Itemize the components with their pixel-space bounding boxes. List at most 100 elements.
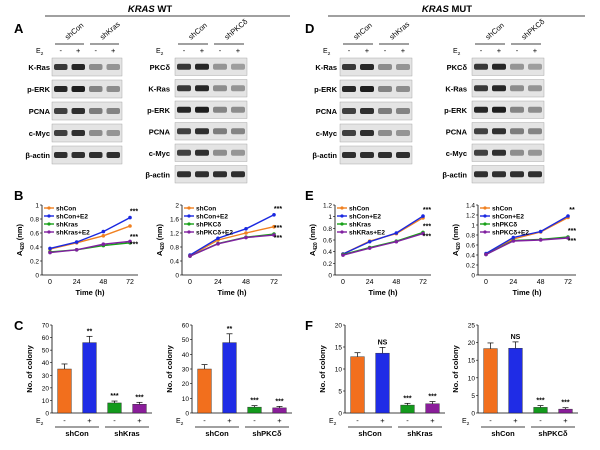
legend-label: shKras+E2 — [56, 230, 90, 237]
e2-sign: - — [489, 416, 492, 425]
data-point — [74, 240, 79, 244]
x-tick-label: 0 — [484, 279, 488, 286]
e2-sign: - — [384, 46, 387, 55]
blot-band — [396, 108, 410, 114]
y-tick-label: 0 — [471, 273, 475, 280]
legend-marker — [483, 206, 487, 210]
blot-band — [528, 149, 542, 156]
blot-band — [89, 64, 103, 70]
blot-row-label: PCNA — [29, 107, 51, 116]
bar — [107, 402, 122, 414]
blot-column-label: shKras — [388, 19, 412, 41]
legend-marker — [340, 206, 344, 210]
legend-label: shPKCδ+E2 — [492, 230, 529, 237]
legend-label: shKRas+E2 — [349, 230, 385, 237]
group-label: shCon — [491, 429, 515, 438]
blot-row-label: p-ERK — [314, 85, 337, 94]
e2-sign: - — [203, 416, 206, 425]
blot-band — [71, 64, 85, 70]
legend-label: shKras — [56, 222, 78, 229]
e2-sign: + — [236, 46, 241, 55]
title-mut-gene: KRAS — [422, 4, 450, 15]
significance-mark: *** — [130, 234, 138, 241]
e2-label: E2 — [156, 48, 164, 57]
data-point — [511, 235, 516, 240]
blot-membrane — [339, 101, 413, 121]
y-tick-label: 20 — [182, 381, 190, 388]
y-axis-label: A420 (nm) — [15, 223, 26, 256]
blot-band — [474, 106, 488, 113]
bar — [375, 352, 390, 414]
series-line — [189, 234, 275, 257]
blot-band — [528, 106, 542, 113]
blot-band — [342, 64, 356, 70]
bar — [222, 342, 237, 414]
significance-mark: *** — [536, 398, 544, 405]
blot-row-label: p-ERK — [444, 106, 467, 115]
blot-band — [378, 130, 392, 136]
blot-membrane — [51, 101, 123, 121]
blot-band — [177, 63, 191, 70]
data-point — [367, 246, 372, 250]
e2-sign: + — [401, 46, 406, 55]
data-point — [367, 239, 372, 244]
bar — [533, 407, 548, 414]
blot-band — [510, 85, 524, 92]
blot-band — [177, 128, 191, 135]
blot-column-label: shKras — [98, 19, 122, 41]
blot-band — [54, 152, 68, 158]
series-line — [49, 240, 131, 254]
y-tick-label: 1.2 — [466, 213, 475, 220]
blot-row-label: c-Myc — [316, 129, 337, 138]
group-label: shKras — [407, 429, 432, 438]
e2-sign: - — [219, 46, 222, 55]
legend-label: shCon+E2 — [492, 214, 524, 221]
series-line — [485, 215, 569, 255]
e2-sign: - — [356, 416, 359, 425]
data-point — [244, 235, 248, 240]
x-tick-label: 24 — [73, 279, 81, 286]
e2-sign: - — [183, 46, 186, 55]
legend-marker — [47, 206, 51, 210]
blot-band — [89, 108, 103, 114]
blot-row-label: PKCδ — [150, 63, 171, 72]
y-tick-label: 0.2 — [466, 263, 475, 270]
e2-sign: + — [497, 46, 502, 55]
bar — [247, 406, 262, 414]
blot-band — [106, 152, 120, 158]
blot-band — [492, 85, 506, 92]
e2-sign: + — [533, 46, 538, 55]
x-tick-label: 48 — [242, 279, 250, 286]
x-tick-label: 48 — [537, 279, 545, 286]
significance-mark: *** — [561, 400, 569, 407]
x-tick-label: 72 — [419, 279, 427, 286]
blot-membrane — [174, 122, 248, 141]
legend-marker — [187, 206, 191, 210]
blot-band — [474, 128, 488, 135]
blot-band — [510, 149, 524, 156]
y-tick-label: 0.4 — [466, 253, 475, 260]
legend-marker — [47, 214, 51, 218]
blot-band — [195, 149, 209, 156]
significance-mark: NS — [511, 334, 521, 341]
data-point — [48, 250, 52, 255]
significance-mark: *** — [403, 395, 411, 402]
blot-band — [510, 171, 524, 178]
y-tick-label: 0.8 — [170, 245, 179, 252]
legend-marker — [483, 222, 487, 226]
significance-mark: *** — [275, 398, 283, 405]
blot-band — [474, 149, 488, 156]
blot-band — [231, 128, 245, 135]
blot-membrane — [471, 100, 545, 119]
y-tick-label: 0 — [185, 411, 189, 418]
blot-membrane — [471, 57, 545, 76]
group-label: shPKCδ — [538, 429, 568, 438]
blot-band — [195, 63, 209, 70]
y-tick-label: 10 — [468, 375, 476, 382]
blot-band — [396, 152, 410, 158]
bar — [350, 356, 365, 414]
significance-mark: NS — [378, 339, 388, 346]
blot-band — [378, 152, 392, 158]
significance-mark: *** — [135, 394, 143, 401]
y-axis-label: No. of colony — [451, 344, 460, 392]
